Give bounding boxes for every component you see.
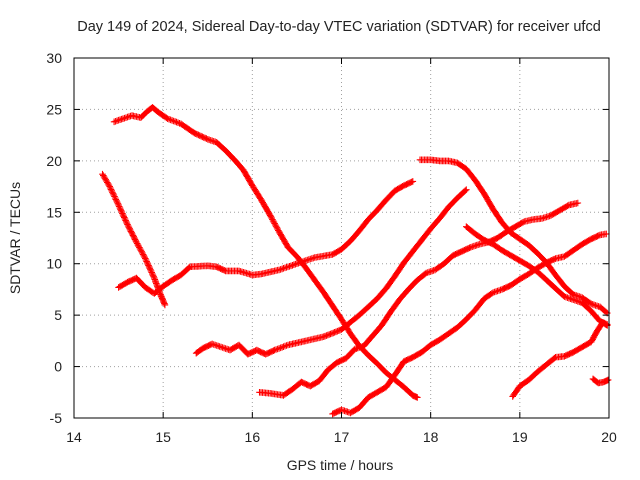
x-tick-label: 17 — [334, 429, 350, 445]
y-tick-label: -5 — [50, 410, 63, 426]
data-series-arc-5 — [256, 199, 582, 399]
x-tick-label: 20 — [601, 429, 617, 445]
y-axis-label: SDTVAR / TECUs — [7, 182, 23, 294]
x-axis-label: GPS time / hours — [287, 457, 394, 473]
data-point-marks — [463, 223, 611, 328]
x-tick-label: 18 — [423, 429, 439, 445]
data-series-arc-4 — [192, 186, 470, 358]
data-series — [99, 104, 612, 418]
y-tick-label: 25 — [46, 101, 62, 117]
y-tick-label: 10 — [46, 256, 62, 272]
data-point-marks — [589, 375, 612, 387]
x-tick-label: 16 — [245, 429, 261, 445]
data-point-marks — [416, 156, 611, 317]
y-tick-label: 20 — [46, 153, 62, 169]
data-series-arc-8 — [463, 223, 611, 328]
data-series-arc-7 — [416, 156, 611, 317]
y-tick-label: 30 — [46, 50, 62, 66]
x-tick-label: 19 — [512, 429, 528, 445]
data-point-marks — [110, 104, 421, 401]
data-series-arc-6 — [329, 230, 610, 418]
data-series-arc-1 — [110, 104, 421, 401]
x-tick-label: 15 — [155, 429, 171, 445]
data-point-marks — [509, 319, 611, 400]
chart-title: Day 149 of 2024, Sidereal Day-to-day VTE… — [77, 19, 601, 35]
y-tick-label: 15 — [46, 204, 62, 220]
x-tick-label: 14 — [66, 429, 82, 445]
axis-ticks — [73, 57, 610, 419]
tick-labels: 14 15 16 17 18 19 20 -5 0 5 10 15 20 25 30 — [46, 50, 617, 445]
data-point-marks — [115, 178, 417, 297]
data-point-marks — [329, 230, 610, 418]
data-point-marks — [192, 186, 470, 358]
data-point-marks — [256, 199, 582, 399]
data-series-arc-10 — [589, 375, 612, 387]
data-series-arc-9 — [509, 319, 611, 400]
data-series-arc-3 — [115, 178, 417, 297]
y-tick-label: 0 — [54, 359, 62, 375]
y-tick-label: 5 — [54, 307, 62, 323]
